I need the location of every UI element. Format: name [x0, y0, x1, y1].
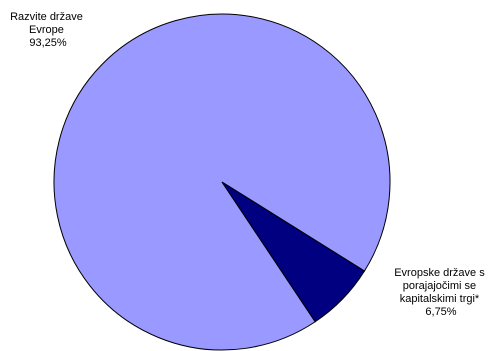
svg-text:Razvite države Evrope: Razvite države Evrope 93,25%: [10, 11, 86, 49]
slice-label-emerging-line-1: Evropske države s: [394, 267, 485, 279]
pie-slices: [53, 13, 391, 351]
slice-label-emerging-line-2: porajajočimi se: [403, 280, 476, 292]
slice-value-emerging: 6,75%: [425, 306, 456, 318]
slice-label-emerging-line-3: kapitalskimi trgi*: [400, 293, 480, 305]
slice-value-developed: 93,25%: [29, 37, 67, 49]
svg-text:Evropske države s poraja: Evropske države s porajajočimi se kapita…: [394, 267, 488, 318]
slice-label-developed-line-2: Evrope: [29, 24, 64, 36]
slice-label-emerging: Evropske države s porajajočimi se kapita…: [394, 267, 488, 318]
pie-slice-emerging: [221, 181, 366, 323]
slice-label-developed-line-1: Razvite države: [10, 11, 83, 23]
slice-label-developed: Razvite države Evrope 93,25%: [10, 11, 86, 49]
